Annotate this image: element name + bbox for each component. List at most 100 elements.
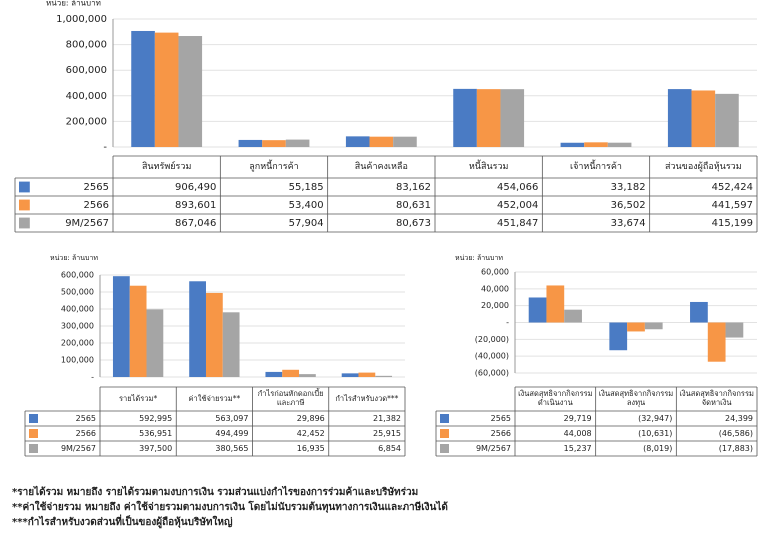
column-header-text: เงินสดสุทธิจากกิจกรรมลงทุน [598, 389, 674, 407]
y-tick-label: 400,000 [61, 305, 94, 314]
bar [299, 374, 316, 377]
table-value: 36,502 [611, 200, 646, 211]
bar [627, 322, 645, 332]
table-value: 451,847 [497, 218, 538, 229]
unit-label: หน่วย: ล้านบาท [46, 0, 101, 8]
column-header-text: ส่วนของผู้ถือหุ้นรวม [664, 161, 742, 172]
y-tick-label: 600,000 [61, 271, 94, 280]
bar [358, 372, 376, 377]
y-tick-label: 800,000 [66, 40, 107, 51]
column-header-text: กำไรสำหรับงวด*** [335, 393, 399, 403]
unit-label: หน่วย: ล้านบาท [50, 254, 98, 262]
bar [707, 322, 726, 362]
column-header: เจ้าหนี้การค้า [570, 162, 622, 172]
bar [178, 36, 203, 147]
bar [205, 292, 223, 377]
y-tick-label: 40,000 [481, 284, 509, 293]
bar [691, 90, 716, 147]
bar [607, 142, 632, 147]
bar [282, 369, 300, 377]
footnote: ***กำไรสำหรับงวดส่วนที่เป็นของผู้ถือหุ้น… [12, 514, 233, 529]
bar [476, 89, 501, 147]
table-value: 25,915 [373, 429, 401, 438]
legend-swatch [19, 181, 30, 193]
legend-swatch [19, 199, 30, 211]
bar [131, 30, 155, 147]
table-value: (32,947) [638, 414, 672, 423]
table-value: 83,162 [396, 182, 431, 193]
bar [146, 309, 164, 377]
legend-label: 9M/2567 [476, 444, 511, 453]
bar [262, 140, 286, 147]
legend-swatch [440, 429, 449, 438]
table-value: 452,424 [712, 182, 753, 193]
table-value: 592,995 [139, 414, 172, 423]
column-header-text: รายได้รวม* [119, 393, 158, 403]
legend-label: 9M/2567 [61, 444, 96, 453]
legend-label: 9M/2567 [65, 218, 109, 229]
column-header-text: กำไรก่อนหักดอกเบี้ยและภาษี [257, 389, 324, 407]
column-header-text: เงินสดสุทธิจากกิจกรรมดำเนินงาน [518, 389, 593, 407]
bar [528, 297, 547, 323]
bar [546, 285, 565, 323]
bar [725, 322, 744, 338]
bar [285, 139, 310, 147]
table-value: 29,719 [564, 414, 592, 423]
table-value: 15,237 [564, 444, 592, 453]
table-value: 6,854 [378, 444, 401, 453]
bar [129, 285, 147, 377]
table-value: 397,500 [139, 444, 172, 453]
column-header-text: ค่าใช้จ่ายรวม** [188, 393, 241, 403]
table-value: 380,565 [215, 444, 248, 453]
column-header: กำไรสำหรับงวด*** [335, 393, 399, 403]
column-header: เงินสดสุทธิจากกิจกรรมดำเนินงาน [518, 389, 593, 407]
column-header-text: เงินสดสุทธิจากกิจกรรมจัดหาเงิน [679, 389, 754, 407]
table-value: (46,586) [719, 429, 753, 438]
bar [453, 88, 477, 147]
y-tick-label: 100,000 [61, 356, 94, 365]
column-header: ค่าใช้จ่ายรวม** [188, 393, 241, 403]
column-header-text: สินค้าคงเหลือ [354, 161, 408, 172]
table-value: 33,182 [611, 182, 646, 193]
y-tick-label: (60,000) [475, 369, 509, 378]
table-value: 16,935 [297, 444, 325, 453]
y-tick-label: 1,000,000 [56, 14, 107, 25]
table-value: 867,046 [175, 218, 216, 229]
column-header: เงินสดสุทธิจากกิจกรรมลงทุน [598, 389, 674, 407]
table-value: 24,399 [725, 414, 753, 423]
table-value: 452,004 [497, 200, 538, 211]
legend-label: 2565 [491, 414, 511, 423]
bar [154, 32, 179, 147]
bar [189, 281, 206, 377]
footnote: **ค่าใช้จ่ายรวม หมายถึง ค่าใช้จ่ายรวมตาม… [12, 500, 448, 513]
bar [609, 322, 628, 351]
table-value: (17,883) [719, 444, 753, 453]
y-tick-label: 400,000 [66, 91, 107, 102]
table-value: 80,631 [396, 200, 431, 211]
column-header: กำไรก่อนหักดอกเบี้ยและภาษี [257, 389, 324, 407]
table-value: 494,499 [215, 429, 248, 438]
y-tick-label: 200,000 [61, 339, 94, 348]
table-value: 454,066 [497, 182, 538, 193]
table-value: 80,673 [396, 218, 431, 229]
column-header: ส่วนของผู้ถือหุ้นรวม [664, 161, 742, 172]
table-value: 536,951 [139, 429, 172, 438]
column-header: สินค้าคงเหลือ [354, 161, 408, 172]
table-value: 53,400 [289, 200, 324, 211]
bar [715, 93, 739, 147]
table-value: 55,185 [289, 182, 324, 193]
bar [584, 142, 608, 147]
y-tick-label: (40,000) [475, 352, 509, 361]
footnote: *รายได้รวม หมายถึง รายได้รวมตามงบการเงิน… [12, 485, 418, 498]
table-value: 893,601 [175, 200, 216, 211]
table-value: 441,597 [712, 200, 753, 211]
legend-label: 2565 [84, 182, 109, 193]
bar [375, 375, 393, 377]
table-value: 906,490 [175, 182, 216, 193]
y-tick-label: (20,000) [475, 335, 509, 344]
legend-swatch [29, 429, 38, 438]
bar [393, 136, 417, 147]
table-value: 29,896 [297, 414, 325, 423]
bar [222, 312, 240, 377]
